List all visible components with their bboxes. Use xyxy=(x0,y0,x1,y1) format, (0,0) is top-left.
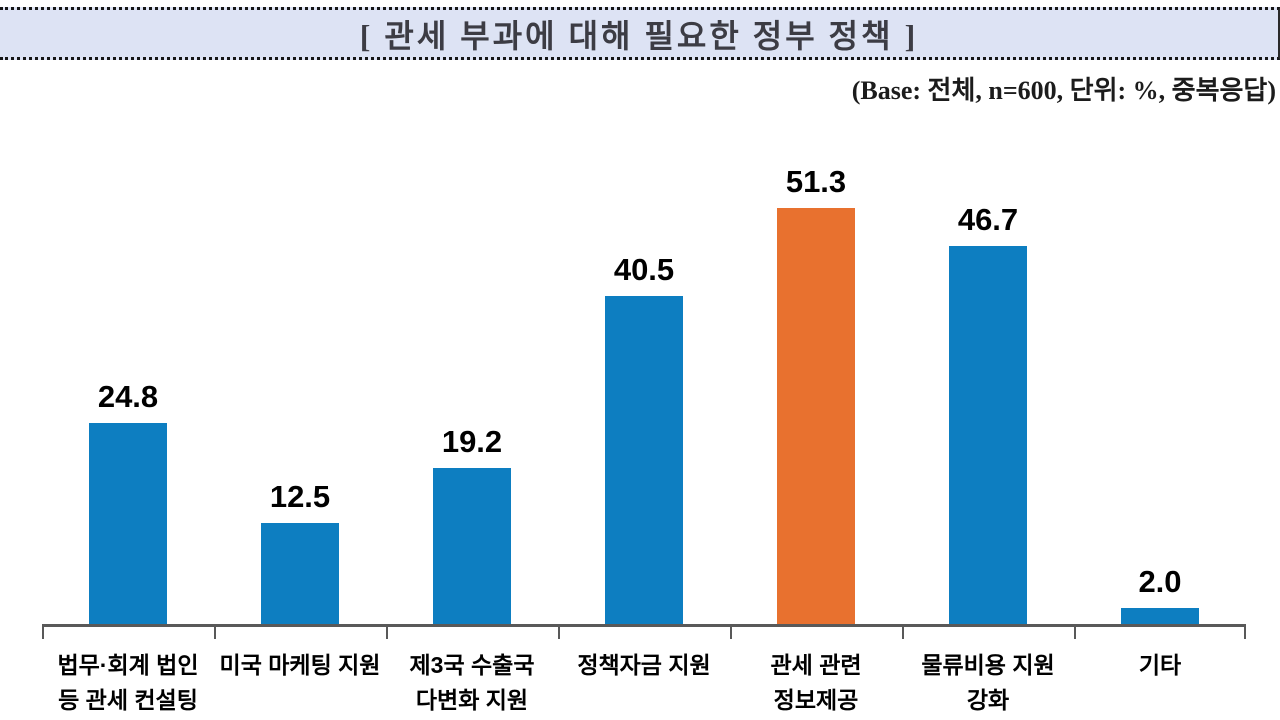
chart-title-band: [ 관세 부과에 대해 필요한 정부 정책 ] xyxy=(0,7,1280,60)
bar-value-label-6: 2.0 xyxy=(1138,563,1182,599)
category-label-3: 정책자금 지원 xyxy=(577,652,711,678)
bar-chart-plot: 24.8 12.5 19.2 40.5 51.3 46.7 2.0 xyxy=(42,150,1246,627)
bar-value-label-0: 24.8 xyxy=(97,378,159,414)
bar-highlighted-4 xyxy=(777,208,855,624)
base-note: (Base: 전체, n=600, 단위: %, 중복응답) xyxy=(851,76,1276,105)
bar-value-label-4: 51.3 xyxy=(785,163,847,199)
x-axis-tick-0 xyxy=(42,627,44,639)
x-axis-ticks xyxy=(42,627,1246,639)
category-label-6: 기타 xyxy=(1138,652,1182,678)
bar-1 xyxy=(261,523,339,624)
bar-slot-2: 19.2 xyxy=(386,423,558,624)
bar-slot-5: 46.7 xyxy=(902,201,1074,624)
bar-slot-0: 24.8 xyxy=(42,378,214,624)
category-label-1: 미국 마케팅 지원 xyxy=(219,652,381,678)
bar-5 xyxy=(949,246,1027,624)
x-axis-tick-3 xyxy=(558,627,560,639)
bar-slot-6: 2.0 xyxy=(1074,563,1246,624)
bar-value-label-3: 40.5 xyxy=(613,251,675,287)
chart-title: [ 관세 부과에 대해 필요한 정부 정책 ] xyxy=(359,17,919,54)
bar-value-label-5: 46.7 xyxy=(957,201,1019,237)
category-label-4: 관세 관련 정보제공 xyxy=(770,652,862,713)
x-axis-tick-4 xyxy=(730,627,732,639)
bar-6 xyxy=(1121,608,1199,624)
bar-2 xyxy=(433,468,511,624)
bar-3 xyxy=(605,296,683,624)
x-axis-tick-6 xyxy=(1074,627,1076,639)
x-axis-tick-1 xyxy=(214,627,216,639)
bar-slot-1: 12.5 xyxy=(214,478,386,624)
category-label-0: 법무·회계 법인 등 관세 컨설팅 xyxy=(57,652,199,713)
x-axis-tick-7 xyxy=(1244,627,1246,639)
bar-slot-3: 40.5 xyxy=(558,251,730,624)
x-axis-category-labels: 법무·회계 법인 등 관세 컨설팅 미국 마케팅 지원 제3국 수출국 다변화 지원… xyxy=(42,648,1246,717)
category-label-2: 제3국 수출국 다변화 지원 xyxy=(409,652,535,713)
bar-value-label-1: 12.5 xyxy=(269,478,331,514)
bar-value-label-2: 19.2 xyxy=(441,423,503,459)
x-axis-tick-5 xyxy=(902,627,904,639)
x-axis-tick-2 xyxy=(386,627,388,639)
bar-slot-4: 51.3 xyxy=(730,163,902,624)
category-label-5: 물류비용 지원 강화 xyxy=(921,652,1055,713)
bar-0 xyxy=(89,423,167,624)
